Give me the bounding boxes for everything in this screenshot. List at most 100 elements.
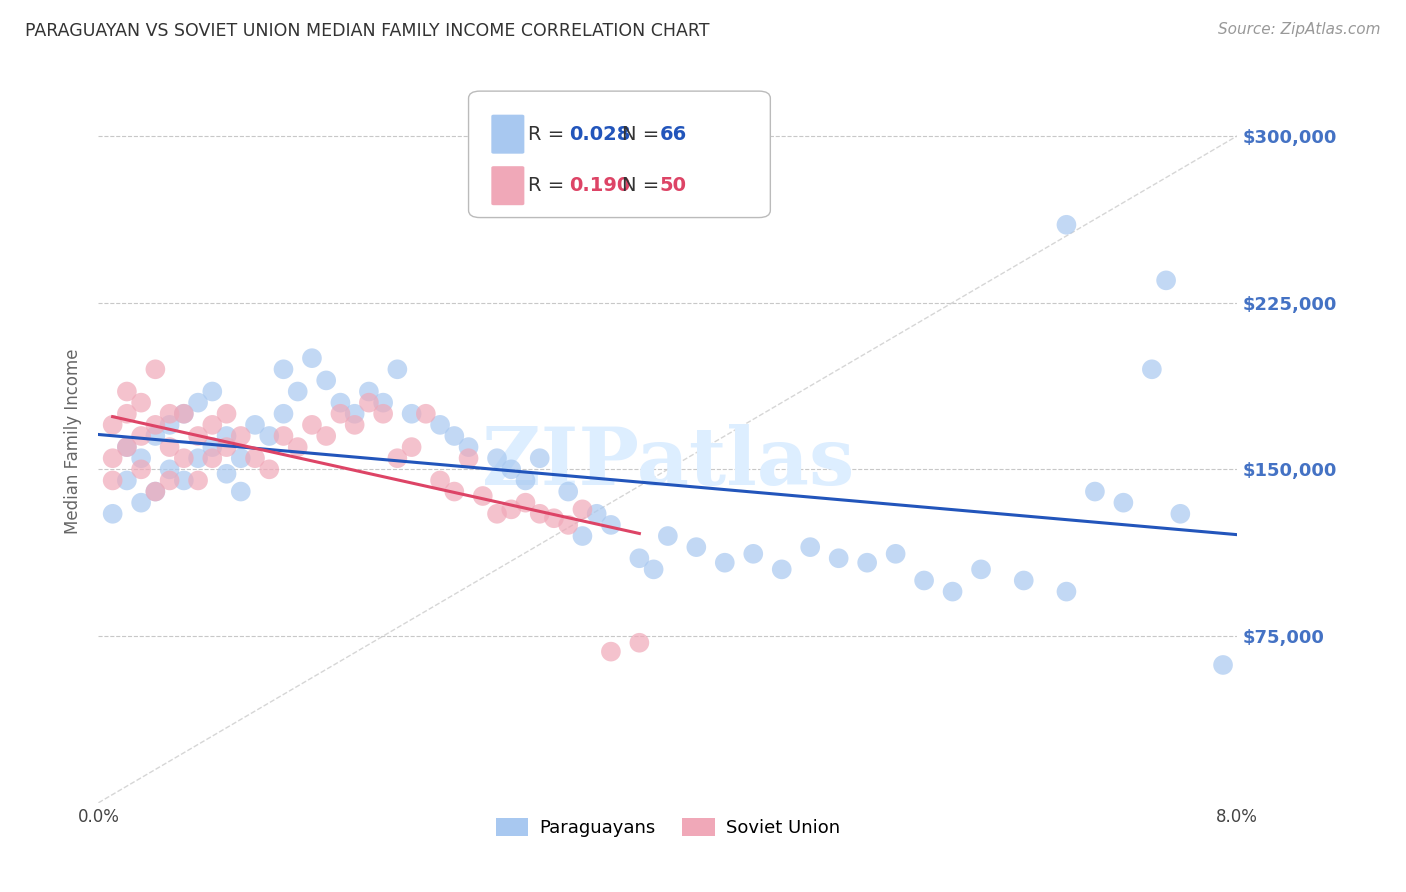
Point [714, 556, 737, 570]
Point [543, 511, 565, 525]
Point [443, 484, 465, 499]
Point [628, 551, 651, 566]
Point [856, 556, 879, 570]
Point [173, 407, 195, 421]
Point [301, 417, 323, 432]
Point [1170, 507, 1192, 521]
Point [101, 451, 124, 466]
Point [1140, 362, 1163, 376]
Point [215, 467, 238, 481]
Point [515, 496, 537, 510]
Point [742, 547, 765, 561]
Point [443, 429, 465, 443]
Point [187, 451, 209, 466]
Point [101, 507, 124, 521]
Point [273, 429, 295, 443]
Text: R =: R = [527, 125, 571, 144]
Point [229, 429, 252, 443]
Point [273, 362, 295, 376]
Point [315, 373, 337, 387]
Point [600, 645, 623, 659]
Point [471, 489, 494, 503]
Text: N =: N = [623, 125, 666, 144]
Point [259, 429, 281, 443]
Text: 0.028: 0.028 [569, 125, 630, 144]
Point [529, 507, 551, 521]
Point [329, 395, 352, 409]
Point [115, 407, 138, 421]
Point [145, 429, 167, 443]
Point [501, 502, 523, 516]
Point [1056, 218, 1078, 232]
Point [243, 417, 266, 432]
Point [685, 540, 707, 554]
Point [259, 462, 281, 476]
FancyBboxPatch shape [491, 166, 524, 205]
Point [315, 429, 337, 443]
Point [159, 462, 181, 476]
Point [101, 417, 124, 432]
Point [215, 429, 238, 443]
Point [101, 474, 124, 488]
Point [387, 451, 409, 466]
Point [942, 584, 965, 599]
Point [486, 507, 509, 521]
Text: N =: N = [623, 177, 666, 195]
Point [429, 474, 451, 488]
Point [187, 474, 209, 488]
Point [557, 484, 579, 499]
Point [145, 362, 167, 376]
Point [173, 451, 195, 466]
Point [201, 451, 224, 466]
Point [115, 384, 138, 399]
Point [401, 440, 423, 454]
Point [343, 407, 366, 421]
Point [159, 440, 181, 454]
Text: PARAGUAYAN VS SOVIET UNION MEDIAN FAMILY INCOME CORRELATION CHART: PARAGUAYAN VS SOVIET UNION MEDIAN FAMILY… [25, 22, 710, 40]
Point [145, 484, 167, 499]
Point [643, 562, 665, 576]
Point [387, 362, 409, 376]
Point [884, 547, 907, 561]
Point [415, 407, 437, 421]
Point [657, 529, 679, 543]
Point [457, 440, 479, 454]
Point [129, 496, 152, 510]
Point [501, 462, 523, 476]
Point [159, 407, 181, 421]
Point [287, 440, 309, 454]
Point [1056, 584, 1078, 599]
Point [557, 517, 579, 532]
Point [457, 451, 479, 466]
Point [429, 417, 451, 432]
Point [215, 407, 238, 421]
Point [329, 407, 352, 421]
Point [371, 395, 394, 409]
Point [201, 417, 224, 432]
Point [229, 484, 252, 499]
Point [201, 384, 224, 399]
Point [1212, 657, 1234, 672]
Point [585, 507, 607, 521]
Text: 0.190: 0.190 [569, 177, 630, 195]
Point [173, 474, 195, 488]
Point [173, 407, 195, 421]
Point [115, 474, 138, 488]
Point [529, 451, 551, 466]
Point [159, 474, 181, 488]
Point [970, 562, 993, 576]
Point [129, 451, 152, 466]
Point [571, 529, 593, 543]
Point [799, 540, 821, 554]
Point [273, 407, 295, 421]
Point [1084, 484, 1107, 499]
Point [357, 395, 380, 409]
Point [215, 440, 238, 454]
Point [145, 484, 167, 499]
Point [486, 451, 509, 466]
Y-axis label: Median Family Income: Median Family Income [65, 349, 83, 534]
Point [628, 636, 651, 650]
Point [115, 440, 138, 454]
Point [287, 384, 309, 399]
Text: ZIPatlas: ZIPatlas [482, 425, 853, 502]
